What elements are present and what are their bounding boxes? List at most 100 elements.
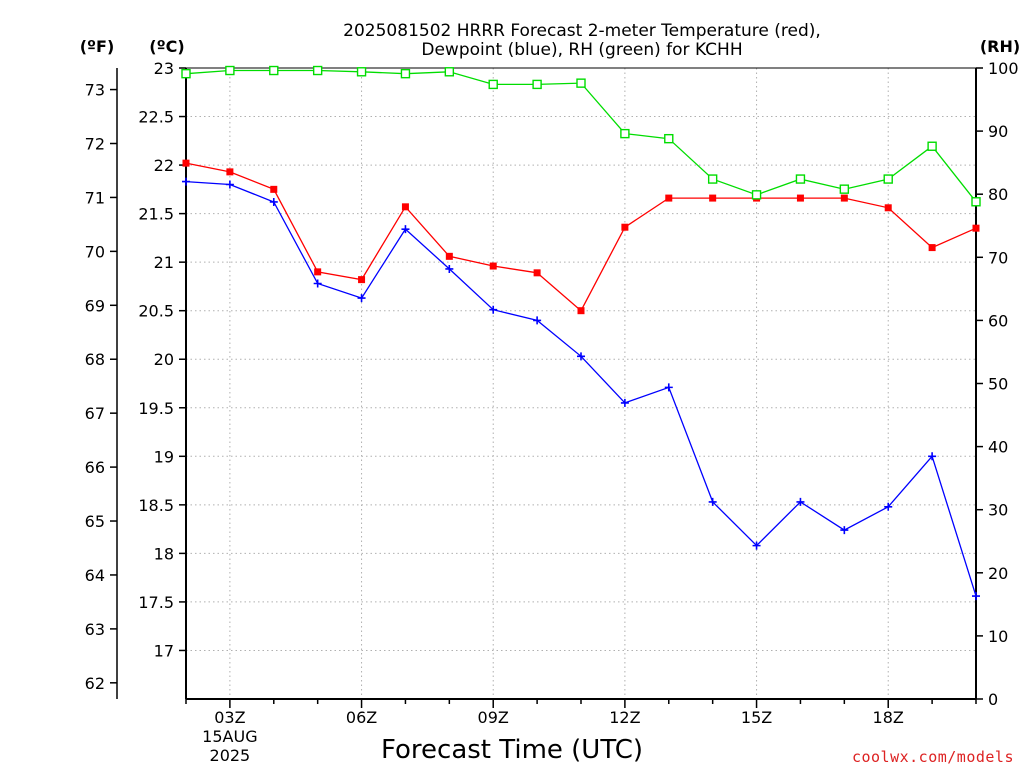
celsius-tick-label: 18 [154,544,174,563]
x-axis-label: Forecast Time (UTC) [381,735,643,765]
plot-frame [185,67,977,700]
temperature-point [182,159,190,167]
rh-tick-label: 80 [988,185,1008,204]
rh-point [927,141,937,151]
rh-point [576,78,586,88]
fahrenheit-tick-label: 71 [85,188,105,207]
chart-title: 2025081502 HRRR Forecast 2-meter Tempera… [343,21,821,60]
fahrenheit-tick-label: 73 [85,81,105,100]
dewpoint-point [752,541,761,550]
temperature-point [665,194,673,202]
x-tick-date-label: 15AUG [202,727,257,746]
fahrenheit-tick-label: 62 [85,674,105,693]
celsius-tick-label: 22.5 [138,108,174,127]
rh-point [620,128,630,139]
temperature-point [401,203,409,211]
rh-point [707,174,718,184]
celsius-tick-label: 22 [154,156,174,175]
x-tick-label: 09Z [478,708,509,727]
dewpoint-line [185,180,977,597]
rh-point [883,174,893,184]
rh-tick-label: 40 [988,438,1008,457]
dewpoint-point [796,497,805,506]
rh-point [444,67,455,77]
temperature-point [577,307,585,315]
temperature-point [270,185,278,193]
dewpoint-point [489,305,498,314]
celsius-tick-label: 23 [154,59,174,78]
celsius-tick-label: 21.5 [138,205,174,224]
x-tick-date-label: 2025 [210,746,251,765]
x-tick-label: 18Z [873,708,904,727]
dewpoint-point [972,592,980,601]
fahrenheit-tick-label: 66 [85,458,105,477]
dewpoint-point [225,180,234,189]
rh-point [225,65,235,76]
dewpoint-point [357,294,366,303]
rh-tick-label: 50 [988,375,1008,394]
temperature-point [709,194,717,202]
temperature-point [489,262,497,270]
rh-point [400,68,411,79]
dewpoint-point [533,316,542,325]
dewpoint-point [182,177,190,186]
celsius-tick-label: 20 [154,350,174,369]
dewpoint-point [884,502,893,511]
dewpoint-point [708,497,717,506]
dewpoint-point [620,398,629,407]
fahrenheit-tick-label: 67 [85,404,105,423]
chart-title-line-2: Dewpoint (blue), RH (green) for KCHH [421,40,742,60]
celsius-tick-label: 19 [154,447,174,466]
celsius-tick-label: 19.5 [138,399,174,418]
rh-point [312,65,323,76]
x-tick-label: 06Z [346,708,377,727]
fahrenheit-tick-label: 68 [85,350,105,369]
rh-point [269,65,279,76]
rh-tick-label: 20 [988,564,1008,583]
rh-point [795,174,806,184]
x-tick-label: 15Z [741,708,772,727]
rh-line [185,69,977,203]
rh-tick-label: 90 [988,122,1008,141]
rh-tick-label: 100 [988,59,1019,78]
celsius-tick-label: 18.5 [138,496,174,515]
celsius-tick-label: 17.5 [138,593,174,612]
fahrenheit-tick-label: 70 [85,242,105,261]
rh-point [356,67,367,77]
grid-lines [186,67,976,699]
rh-tick-label: 10 [988,627,1008,646]
dewpoint-point [840,526,849,535]
fahrenheit-axis: 62 63 64 65 66 67 68 69 70 71 72 73 [85,68,118,699]
rh-point [181,68,191,79]
temperature-line [185,162,977,312]
x-tick-label: 03Z [214,708,245,727]
dewpoint-point [577,352,585,361]
rh-point [971,197,981,207]
fahrenheit-tick-label: 65 [85,512,105,531]
celsius-axis: 17 17.5 18 18.5 19 19.5 20 20.5 21 21.5 22 22.5 23 [138,59,186,660]
rh-point [664,133,674,144]
temperature-point [445,252,453,260]
temperature-point [226,168,234,176]
celsius-tick-label: 21 [154,253,174,272]
rh-axis: 0 10 20 30 40 50 60 70 80 90 100 [976,59,1019,709]
rh-tick-label: 30 [988,501,1008,520]
dewpoint-point [928,452,937,461]
dewpoint-point [313,279,322,288]
fahrenheit-tick-label: 63 [85,620,105,639]
x-tick-label: 12Z [609,708,640,727]
dewpoint-point [445,264,454,273]
temperature-point [972,224,980,232]
fahrenheit-tick-label: 72 [85,135,105,154]
series-group [181,65,981,601]
rh-axis-unit: (RH) [980,37,1020,56]
temperature-point [884,204,892,212]
temperature-point [314,268,322,276]
rh-tick-label: 70 [988,248,1008,267]
temperature-point [358,276,366,284]
dewpoint-point [401,225,410,234]
rh-point [532,79,542,90]
rh-tick-label: 0 [988,690,998,709]
